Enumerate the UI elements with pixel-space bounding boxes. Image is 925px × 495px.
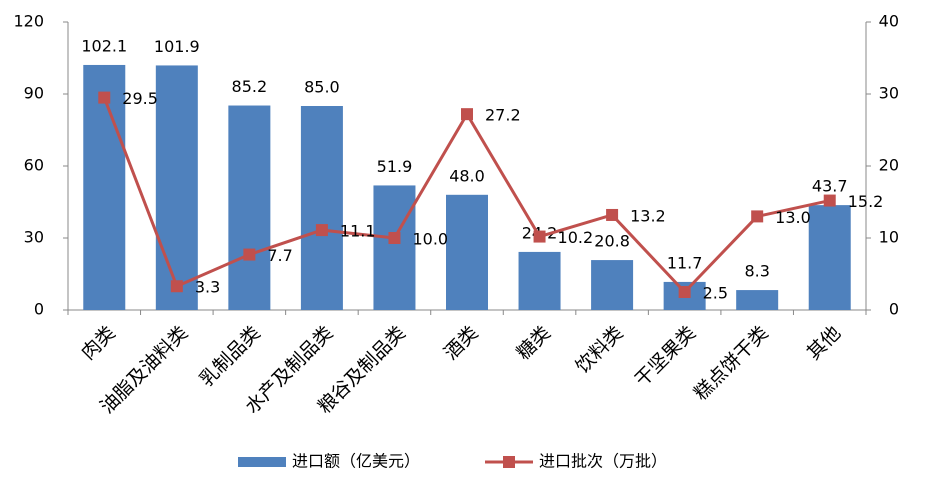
line-value-label: 27.2 xyxy=(485,106,521,125)
legend-label: 进口额（亿美元） xyxy=(292,452,420,471)
legend-swatch xyxy=(238,457,286,467)
line-value-label: 13.2 xyxy=(630,206,666,225)
line-marker xyxy=(243,248,256,261)
legend-label: 进口批次（万批） xyxy=(539,452,667,471)
x-tick-label: 酒类 xyxy=(440,322,482,364)
bar xyxy=(300,106,343,310)
line-value-label: 2.5 xyxy=(703,284,728,303)
line-marker xyxy=(315,224,328,237)
line-value-label: 11.1 xyxy=(340,222,376,241)
bar-value-label: 8.3 xyxy=(744,262,769,281)
line-marker xyxy=(678,286,691,298)
y-tick-label: 60 xyxy=(24,156,44,175)
line-value-label: 10.2 xyxy=(558,228,594,247)
bar xyxy=(518,251,561,310)
line-value-label: 15.2 xyxy=(848,192,884,211)
x-tick-label: 饮料类 xyxy=(572,322,628,378)
y2-tick-label: 20 xyxy=(879,156,899,175)
y2-tick-label: 40 xyxy=(879,12,899,31)
bar xyxy=(446,194,488,310)
bar xyxy=(736,290,779,310)
bar-value-label: 51.9 xyxy=(377,157,413,176)
y2-tick-label: 30 xyxy=(879,84,899,103)
x-tick-label: 糕点饼干类 xyxy=(690,322,773,405)
x-tick-label: 干坚果类 xyxy=(631,322,700,391)
line-marker xyxy=(823,194,836,207)
bar-value-label: 11.7 xyxy=(667,253,703,272)
line-marker xyxy=(751,210,764,223)
bar xyxy=(83,64,126,311)
x-tick-label: 糖类 xyxy=(513,322,555,364)
y-tick-label: 30 xyxy=(24,228,44,247)
line-value-label: 13.0 xyxy=(775,208,811,227)
bar-value-label: 48.0 xyxy=(449,166,485,185)
line-marker xyxy=(461,108,473,121)
bar xyxy=(808,205,851,310)
bar-value-label: 43.7 xyxy=(812,177,848,196)
bar xyxy=(373,185,416,310)
line-value-label: 29.5 xyxy=(122,89,158,108)
bar-value-label: 85.0 xyxy=(304,78,340,97)
bar xyxy=(155,65,198,310)
bar xyxy=(228,105,271,311)
y-tick-label: 0 xyxy=(34,300,44,319)
bar-value-label: 20.8 xyxy=(594,232,630,251)
x-tick-label: 其他 xyxy=(803,322,845,364)
line-marker xyxy=(98,91,111,104)
bar xyxy=(591,260,634,310)
y-tick-label: 120 xyxy=(13,12,44,31)
x-tick-label: 乳制品类 xyxy=(195,322,264,391)
bar-value-label: 85.2 xyxy=(232,77,268,96)
line-value-label: 3.3 xyxy=(195,278,220,297)
line-marker xyxy=(533,230,546,243)
bar-value-label: 102.1 xyxy=(81,36,127,55)
bar-value-label: 101.9 xyxy=(154,37,200,56)
line-value-label: 10.0 xyxy=(412,230,448,249)
y2-tick-label: 10 xyxy=(879,228,899,247)
line-marker xyxy=(170,280,183,293)
line-marker xyxy=(606,208,619,221)
line-marker xyxy=(388,232,401,244)
legend-swatch xyxy=(503,456,515,468)
y-tick-label: 90 xyxy=(24,84,44,103)
x-tick-label: 肉类 xyxy=(77,322,119,364)
y2-tick-label: 0 xyxy=(889,300,899,319)
line-value-label: 7.7 xyxy=(267,246,292,265)
